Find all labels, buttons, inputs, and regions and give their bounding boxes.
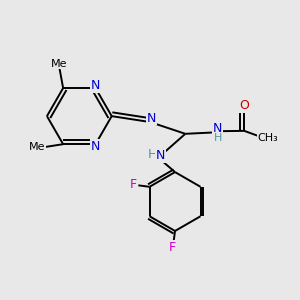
Text: F: F — [169, 241, 176, 254]
Text: H: H — [214, 133, 222, 143]
Text: Me: Me — [51, 59, 68, 69]
Text: N: N — [213, 122, 222, 135]
Text: F: F — [130, 178, 136, 191]
Text: H: H — [147, 148, 157, 161]
Text: CH₃: CH₃ — [257, 133, 278, 143]
Text: Me: Me — [29, 142, 46, 152]
Text: N: N — [91, 140, 100, 153]
Text: N: N — [156, 149, 165, 162]
Text: N: N — [91, 79, 100, 92]
Text: N: N — [147, 112, 157, 125]
Text: O: O — [240, 99, 250, 112]
